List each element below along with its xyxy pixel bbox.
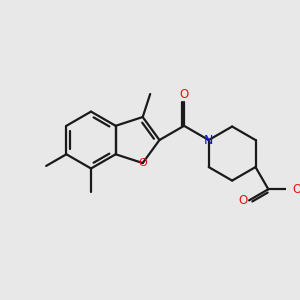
Text: O: O: [179, 88, 189, 101]
Text: O: O: [292, 183, 300, 196]
Text: N: N: [204, 134, 213, 146]
Text: O: O: [138, 158, 147, 168]
Text: O: O: [238, 194, 248, 207]
